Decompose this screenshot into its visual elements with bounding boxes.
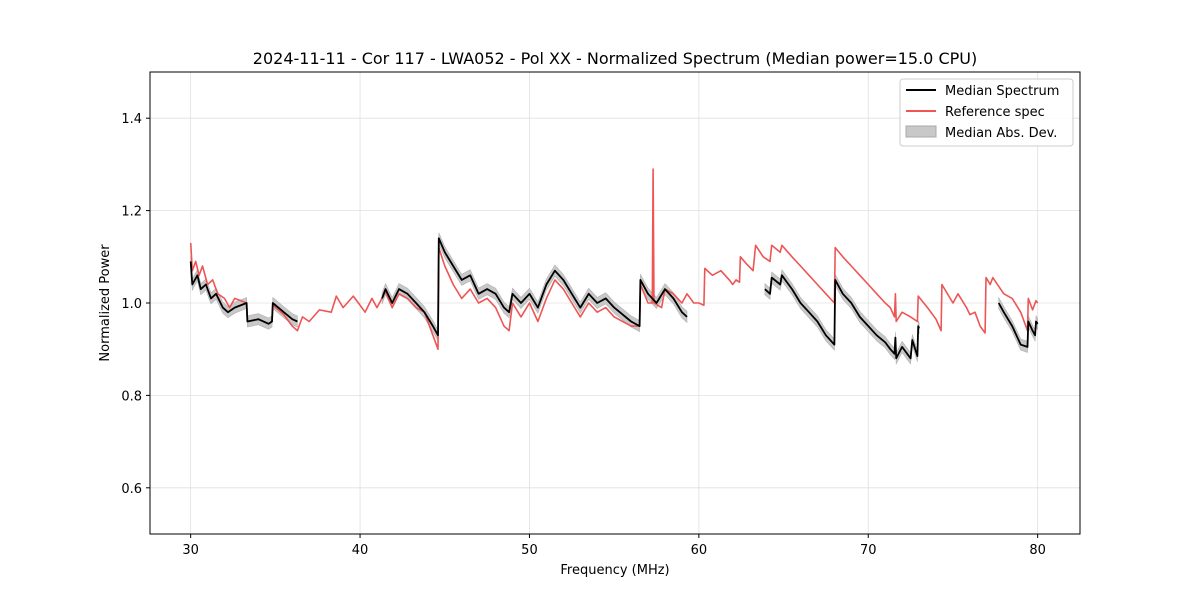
median-abs-dev-band-group: [190, 232, 1038, 366]
reference-spec-line: [189, 168, 1039, 350]
legend-label-mad: Median Abs. Dev.: [945, 126, 1057, 141]
legend-swatch-mad: [905, 125, 937, 138]
y-tick-label: 1.2: [121, 205, 142, 220]
y-tick-label: 0.8: [121, 389, 142, 404]
y-axis-label: Normalized Power: [98, 244, 113, 362]
x-axis-label: Frequency (MHz): [560, 563, 669, 578]
median-abs-dev-band: [381, 232, 688, 343]
median-abs-dev-band: [764, 268, 920, 366]
y-tick-label: 1.4: [121, 112, 142, 127]
median-abs-dev-band: [190, 255, 298, 330]
median-spectrum-line: [381, 237, 688, 337]
chart-title: 2024-11-11 - Cor 117 - LWA052 - Pol XX -…: [253, 49, 977, 68]
x-tick-label: 50: [521, 543, 538, 558]
x-tick-label: 80: [1029, 543, 1046, 558]
x-tick-label: 40: [352, 543, 369, 558]
legend-label-reference: Reference spec: [945, 105, 1045, 120]
x-tick-label: 30: [182, 543, 199, 558]
median-spectrum-line: [764, 274, 920, 360]
legend-label-median: Median Spectrum: [945, 84, 1059, 99]
median-spectrum-line: [189, 261, 298, 325]
axis-ticks: 30 40 50 60 70 80 0.6 0.8 1.0 1.2 1.4: [121, 112, 1046, 558]
legend-box: [899, 78, 1074, 147]
legend: Median Spectrum Reference spec Median Ab…: [899, 78, 1074, 147]
y-tick-label: 1.0: [121, 297, 142, 312]
y-tick-label: 0.6: [121, 482, 142, 497]
x-tick-label: 70: [860, 543, 877, 558]
x-tick-label: 60: [691, 543, 708, 558]
median-spectrum-line: [997, 302, 1039, 348]
series-lines-group: [189, 168, 1039, 360]
